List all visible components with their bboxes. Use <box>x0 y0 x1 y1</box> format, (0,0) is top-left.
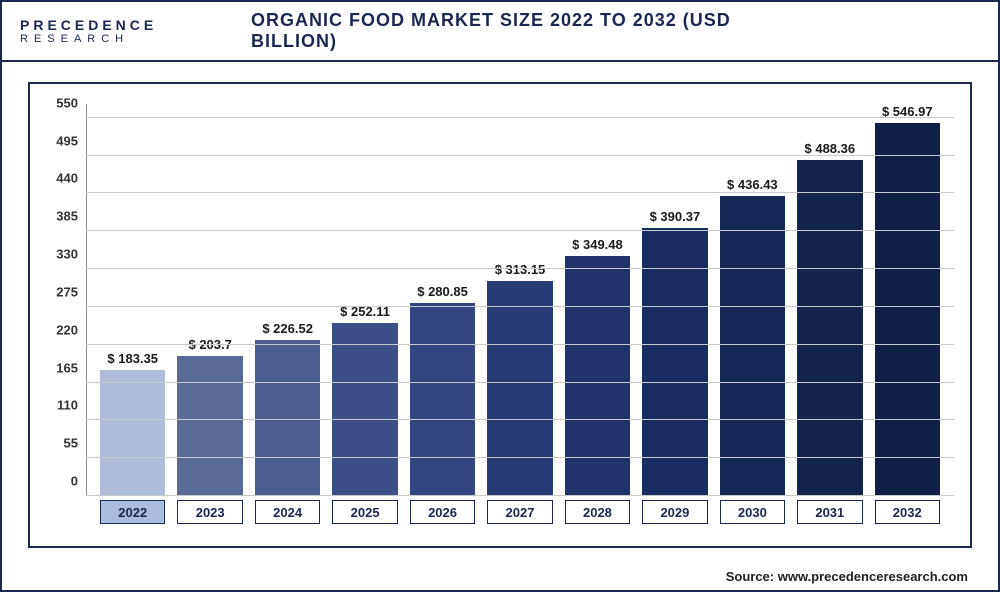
plot-area: $ 183.35 $ 203.7 $ 226.52 $ 252.11 $ 280.85 $… <box>86 104 954 496</box>
chart-title: ORGANIC FOOD MARKET SIZE 2022 TO 2032 (U… <box>251 10 749 52</box>
y-tick-label: 550 <box>38 95 78 110</box>
bar-value-label: $ 313.15 <box>495 262 546 277</box>
grid-line <box>86 268 954 269</box>
bar-wrap: $ 390.37 <box>642 104 707 496</box>
bar-wrap: $ 226.52 <box>255 104 320 496</box>
x-labels-row: 2022 2023 2024 2025 2026 2027 2028 2029 2030 2031… <box>86 500 954 540</box>
bar <box>565 256 630 496</box>
bar-wrap: $ 203.7 <box>177 104 242 496</box>
logo-top-text: PRECEDENCE <box>20 18 157 32</box>
bar-value-label: $ 280.85 <box>417 284 468 299</box>
bar <box>410 303 475 496</box>
bar <box>875 123 940 496</box>
logo-bottom-text: RESEARCH <box>20 34 157 45</box>
y-tick-label: 275 <box>38 284 78 299</box>
x-category-label: 2023 <box>177 500 242 524</box>
grid-line <box>86 457 954 458</box>
bar-wrap: $ 546.97 <box>875 104 940 496</box>
x-category-label: 2029 <box>642 500 707 524</box>
x-category-label: 2031 <box>797 500 862 524</box>
grid-line <box>86 419 954 420</box>
grid-line <box>86 495 954 496</box>
bar-wrap: $ 436.43 <box>720 104 785 496</box>
bar-value-label: $ 183.35 <box>107 351 158 366</box>
x-category-label: 2027 <box>487 500 552 524</box>
chart-container: $ 183.35 $ 203.7 $ 226.52 $ 252.11 $ 280.85 $… <box>28 82 972 548</box>
bar <box>797 160 862 496</box>
grid-line <box>86 382 954 383</box>
grid-line <box>86 155 954 156</box>
bar <box>100 370 165 496</box>
bar-wrap: $ 349.48 <box>565 104 630 496</box>
grid-line <box>86 306 954 307</box>
y-tick-label: 385 <box>38 209 78 224</box>
x-category-label: 2028 <box>565 500 630 524</box>
y-tick-label: 440 <box>38 171 78 186</box>
x-category-label: 2026 <box>410 500 475 524</box>
header: PRECEDENCE RESEARCH ORGANIC FOOD MARKET … <box>2 2 998 62</box>
y-tick-label: 220 <box>38 322 78 337</box>
bar-wrap: $ 183.35 <box>100 104 165 496</box>
y-tick-label: 0 <box>38 474 78 489</box>
bar-value-label: $ 390.37 <box>650 209 701 224</box>
grid-line <box>86 117 954 118</box>
y-tick-label: 165 <box>38 360 78 375</box>
x-category-label: 2030 <box>720 500 785 524</box>
grid-line <box>86 344 954 345</box>
bar-value-label: $ 349.48 <box>572 237 623 252</box>
bar-value-label: $ 226.52 <box>262 321 313 336</box>
x-category-label: 2032 <box>875 500 940 524</box>
y-tick-label: 55 <box>38 436 78 451</box>
bar-wrap: $ 488.36 <box>797 104 862 496</box>
y-tick-label: 495 <box>38 133 78 148</box>
x-category-label: 2024 <box>255 500 320 524</box>
logo: PRECEDENCE RESEARCH <box>20 18 157 45</box>
source-text: Source: www.precedenceresearch.com <box>726 569 968 584</box>
bars-group: $ 183.35 $ 203.7 $ 226.52 $ 252.11 $ 280.85 $… <box>86 104 954 496</box>
bar <box>177 356 242 496</box>
y-tick-label: 110 <box>38 398 78 413</box>
bar-wrap: $ 280.85 <box>410 104 475 496</box>
bar <box>332 323 397 496</box>
bar <box>487 281 552 496</box>
grid-line <box>86 230 954 231</box>
y-tick-label: 330 <box>38 247 78 262</box>
bar-wrap: $ 252.11 <box>332 104 397 496</box>
bar <box>255 340 320 496</box>
x-category-label: 2025 <box>332 500 397 524</box>
grid-line <box>86 192 954 193</box>
bar-value-label: $ 436.43 <box>727 177 778 192</box>
bar-wrap: $ 313.15 <box>487 104 552 496</box>
x-category-label: 2022 <box>100 500 165 524</box>
bar <box>720 196 785 496</box>
